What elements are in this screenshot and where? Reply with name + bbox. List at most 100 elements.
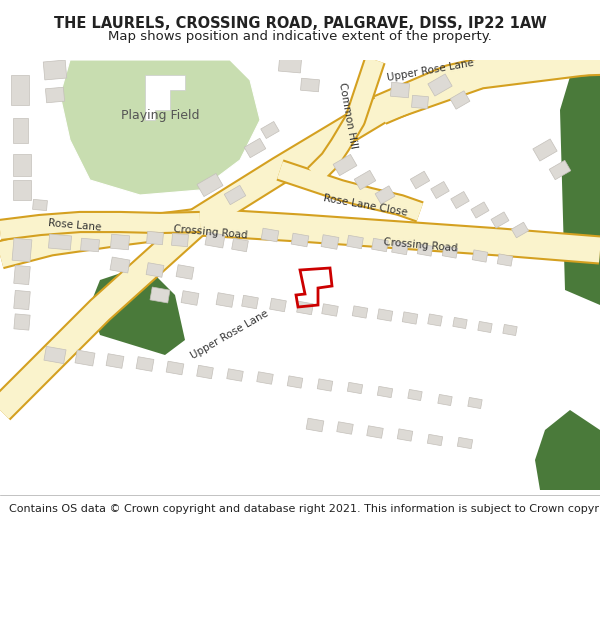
Polygon shape [503, 324, 517, 336]
Polygon shape [14, 314, 30, 330]
Polygon shape [197, 174, 223, 196]
Polygon shape [408, 389, 422, 401]
Polygon shape [181, 291, 199, 305]
Polygon shape [244, 138, 266, 158]
Polygon shape [291, 233, 309, 247]
Polygon shape [377, 386, 392, 398]
Polygon shape [431, 181, 449, 199]
Polygon shape [110, 234, 130, 250]
Polygon shape [549, 160, 571, 180]
Polygon shape [269, 298, 286, 312]
Polygon shape [397, 429, 413, 441]
Polygon shape [172, 233, 188, 247]
Polygon shape [417, 244, 433, 256]
Text: Contains OS data © Crown copyright and database right 2021. This information is : Contains OS data © Crown copyright and d… [9, 504, 600, 514]
Text: Playing Field: Playing Field [121, 109, 199, 121]
Text: Common Hill: Common Hill [337, 81, 359, 149]
Polygon shape [511, 222, 529, 238]
Polygon shape [49, 234, 71, 250]
Polygon shape [242, 295, 259, 309]
Polygon shape [106, 354, 124, 368]
Polygon shape [287, 376, 303, 388]
Polygon shape [146, 262, 164, 278]
Polygon shape [450, 91, 470, 109]
Polygon shape [371, 238, 388, 252]
Polygon shape [306, 418, 324, 432]
Polygon shape [392, 241, 409, 255]
Polygon shape [560, 60, 600, 305]
Polygon shape [533, 139, 557, 161]
Polygon shape [166, 361, 184, 375]
Text: Rose Lane Close: Rose Lane Close [322, 192, 408, 218]
Polygon shape [90, 270, 185, 355]
Polygon shape [176, 265, 194, 279]
Polygon shape [442, 246, 458, 258]
Polygon shape [337, 422, 353, 434]
Polygon shape [44, 346, 66, 364]
Polygon shape [146, 231, 163, 244]
Polygon shape [257, 372, 273, 384]
Polygon shape [438, 394, 452, 406]
Polygon shape [11, 75, 29, 105]
Polygon shape [32, 199, 47, 211]
Polygon shape [227, 369, 243, 381]
Polygon shape [145, 75, 185, 120]
Polygon shape [322, 304, 338, 316]
Polygon shape [347, 235, 364, 249]
Polygon shape [301, 78, 319, 92]
Polygon shape [197, 365, 214, 379]
Polygon shape [216, 292, 234, 308]
Polygon shape [451, 191, 469, 209]
Polygon shape [402, 312, 418, 324]
Polygon shape [14, 291, 30, 309]
Polygon shape [150, 287, 170, 303]
Text: Upper Rose Lane: Upper Rose Lane [190, 309, 271, 361]
Polygon shape [278, 57, 302, 73]
Polygon shape [46, 88, 65, 103]
Polygon shape [13, 118, 28, 142]
Polygon shape [13, 154, 31, 176]
Polygon shape [80, 238, 100, 252]
Polygon shape [136, 357, 154, 371]
Polygon shape [375, 186, 395, 204]
Polygon shape [468, 398, 482, 409]
Polygon shape [535, 410, 600, 490]
Polygon shape [471, 202, 489, 218]
Polygon shape [457, 438, 473, 449]
Polygon shape [347, 382, 362, 394]
Polygon shape [75, 350, 95, 366]
Polygon shape [472, 250, 488, 262]
Polygon shape [391, 82, 410, 98]
Text: Map shows position and indicative extent of the property.: Map shows position and indicative extent… [108, 30, 492, 43]
Polygon shape [453, 318, 467, 329]
Polygon shape [232, 238, 248, 252]
Polygon shape [110, 257, 130, 273]
Polygon shape [428, 74, 452, 96]
Polygon shape [427, 434, 443, 446]
Polygon shape [412, 96, 428, 109]
Polygon shape [205, 232, 225, 248]
Polygon shape [377, 309, 393, 321]
Polygon shape [261, 228, 279, 242]
Polygon shape [317, 379, 333, 391]
Text: THE LAURELS, CROSSING ROAD, PALGRAVE, DISS, IP22 1AW: THE LAURELS, CROSSING ROAD, PALGRAVE, DI… [53, 16, 547, 31]
Polygon shape [296, 301, 313, 315]
Polygon shape [352, 306, 368, 318]
Polygon shape [478, 321, 492, 332]
Polygon shape [333, 154, 357, 176]
Polygon shape [497, 254, 513, 266]
Polygon shape [224, 185, 246, 205]
Text: Crossing Road: Crossing Road [173, 224, 247, 240]
Text: Crossing Road: Crossing Road [383, 237, 457, 253]
Polygon shape [14, 266, 30, 284]
Polygon shape [60, 60, 260, 195]
Polygon shape [354, 170, 376, 190]
Polygon shape [367, 426, 383, 438]
Polygon shape [428, 314, 442, 326]
Text: Upper Rose Lane: Upper Rose Lane [386, 58, 474, 82]
Polygon shape [13, 180, 31, 200]
Polygon shape [43, 60, 67, 80]
Polygon shape [491, 212, 509, 228]
Polygon shape [12, 238, 32, 262]
Text: Rose Lane: Rose Lane [48, 217, 102, 232]
